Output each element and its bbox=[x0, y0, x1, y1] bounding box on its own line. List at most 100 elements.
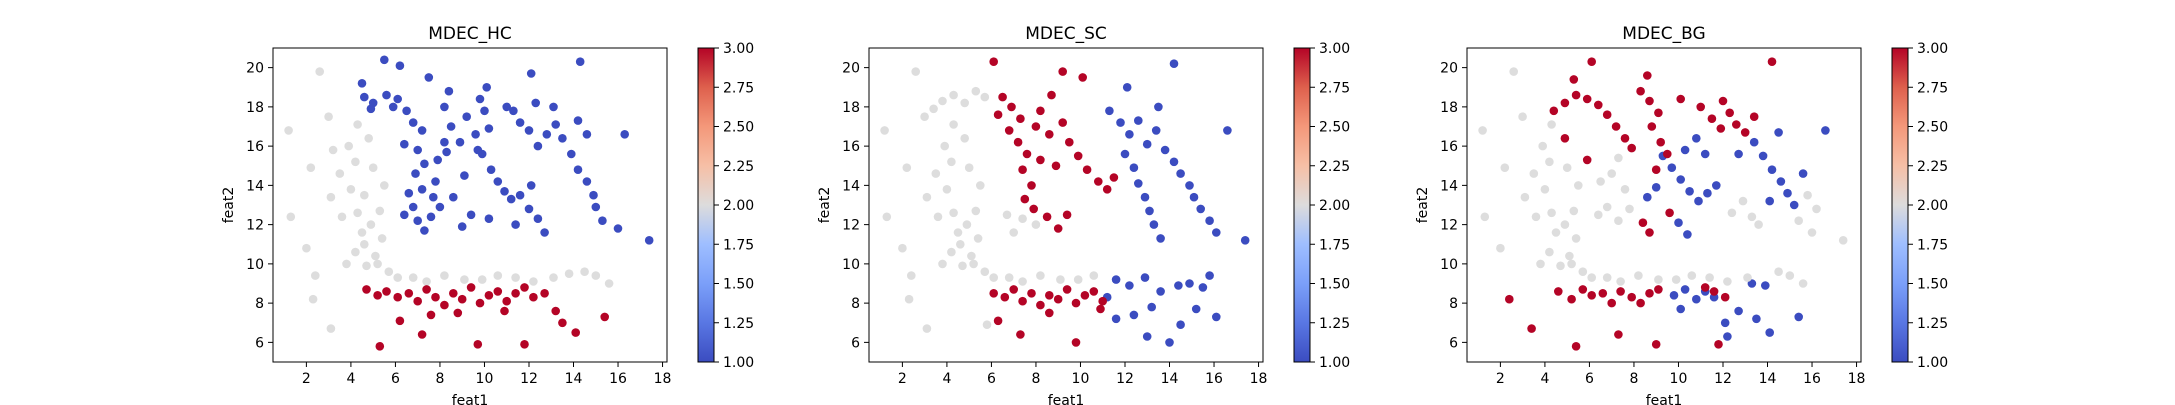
data-point bbox=[366, 104, 376, 114]
data-point bbox=[1587, 273, 1596, 282]
data-point bbox=[564, 269, 574, 279]
data-point bbox=[947, 157, 956, 167]
data-point bbox=[493, 177, 503, 186]
data-point bbox=[1051, 161, 1061, 171]
data-point bbox=[1058, 67, 1067, 76]
data-point bbox=[413, 145, 423, 155]
data-point bbox=[1545, 157, 1554, 167]
data-point bbox=[1009, 228, 1018, 237]
data-point bbox=[1569, 75, 1579, 84]
data-point bbox=[969, 259, 978, 269]
data-point bbox=[1567, 259, 1576, 269]
data-point bbox=[993, 316, 1003, 326]
data-point bbox=[591, 271, 601, 280]
data-point bbox=[1047, 90, 1056, 100]
data-point bbox=[1189, 192, 1199, 202]
data-point bbox=[1821, 126, 1830, 135]
data-point bbox=[400, 139, 409, 149]
data-point bbox=[1663, 149, 1672, 159]
data-point bbox=[286, 212, 296, 222]
data-point bbox=[1645, 289, 1654, 298]
data-point bbox=[1004, 126, 1014, 135]
colorbar-gradient bbox=[697, 47, 715, 363]
data-point bbox=[413, 216, 423, 225]
series-value-2 bbox=[880, 67, 1099, 333]
data-point bbox=[1500, 163, 1510, 172]
data-point bbox=[533, 141, 543, 151]
data-point bbox=[1056, 275, 1065, 284]
data-point bbox=[1767, 165, 1777, 174]
colorbar-tick-label: 2.50 bbox=[1917, 120, 1948, 136]
colorbar-tick-label: 1.50 bbox=[723, 277, 754, 293]
data-point bbox=[922, 324, 932, 333]
data-point bbox=[1647, 122, 1657, 131]
data-point bbox=[457, 294, 467, 304]
y-tick-label: 14 bbox=[1440, 178, 1458, 194]
colorbar-tick-label: 2.75 bbox=[1319, 80, 1350, 96]
x-tick-label: 12 bbox=[1116, 371, 1134, 387]
data-point bbox=[362, 285, 371, 294]
data-point bbox=[1478, 126, 1487, 135]
data-point bbox=[1000, 292, 1010, 302]
data-point bbox=[1602, 110, 1612, 119]
colorbar-tick-label: 2.25 bbox=[723, 159, 754, 175]
data-point bbox=[440, 300, 449, 310]
data-point bbox=[938, 259, 947, 269]
colorbar-tick-label: 3.00 bbox=[723, 41, 754, 57]
data-point bbox=[1569, 206, 1579, 216]
data-point bbox=[1720, 318, 1730, 328]
data-point bbox=[326, 192, 336, 202]
x-tick-label: 10 bbox=[1670, 371, 1688, 387]
data-point bbox=[1616, 277, 1625, 286]
data-point bbox=[1700, 149, 1710, 159]
chart-title: MDEC_HC bbox=[428, 24, 512, 44]
y-tick-label: 16 bbox=[1440, 139, 1458, 155]
data-point bbox=[509, 106, 518, 116]
data-point bbox=[457, 222, 467, 231]
data-point bbox=[1505, 294, 1514, 304]
data-point bbox=[1676, 304, 1685, 314]
data-point bbox=[480, 106, 489, 116]
y-tick-label: 12 bbox=[842, 218, 860, 234]
data-point bbox=[1176, 320, 1185, 330]
data-point bbox=[408, 273, 418, 282]
data-point bbox=[475, 298, 485, 308]
x-axis-label: feat1 bbox=[1048, 393, 1085, 405]
data-point bbox=[551, 120, 560, 129]
data-point bbox=[382, 90, 391, 100]
data-point bbox=[1725, 108, 1734, 118]
data-point bbox=[477, 275, 487, 284]
data-point bbox=[1205, 216, 1214, 225]
data-point bbox=[953, 228, 963, 237]
data-point bbox=[582, 130, 592, 139]
data-point bbox=[1002, 210, 1012, 220]
data-point bbox=[1560, 220, 1570, 229]
data-point bbox=[1692, 294, 1701, 304]
data-point bbox=[1749, 112, 1759, 121]
data-point bbox=[502, 296, 512, 306]
data-point bbox=[1598, 289, 1608, 298]
x-tick-label: 6 bbox=[987, 371, 996, 387]
data-point bbox=[1720, 292, 1730, 302]
data-point bbox=[1212, 312, 1221, 322]
data-point bbox=[1718, 96, 1728, 106]
data-point bbox=[1480, 212, 1490, 222]
x-tick-label: 8 bbox=[435, 371, 444, 387]
data-point bbox=[1134, 179, 1143, 188]
data-point bbox=[1036, 271, 1045, 280]
data-point bbox=[1156, 287, 1165, 296]
colorbar-tick-label: 2.00 bbox=[723, 198, 754, 214]
data-point bbox=[1627, 292, 1636, 302]
data-point bbox=[337, 212, 347, 222]
data-point bbox=[473, 145, 483, 155]
data-point bbox=[373, 291, 382, 300]
data-point bbox=[1196, 204, 1205, 214]
data-point bbox=[1134, 116, 1143, 125]
data-point bbox=[1567, 294, 1576, 304]
data-point bbox=[1812, 204, 1821, 214]
data-point bbox=[493, 271, 503, 280]
data-point bbox=[1078, 73, 1087, 82]
data-point bbox=[1142, 332, 1152, 341]
data-point bbox=[580, 267, 589, 277]
data-point bbox=[542, 130, 552, 139]
